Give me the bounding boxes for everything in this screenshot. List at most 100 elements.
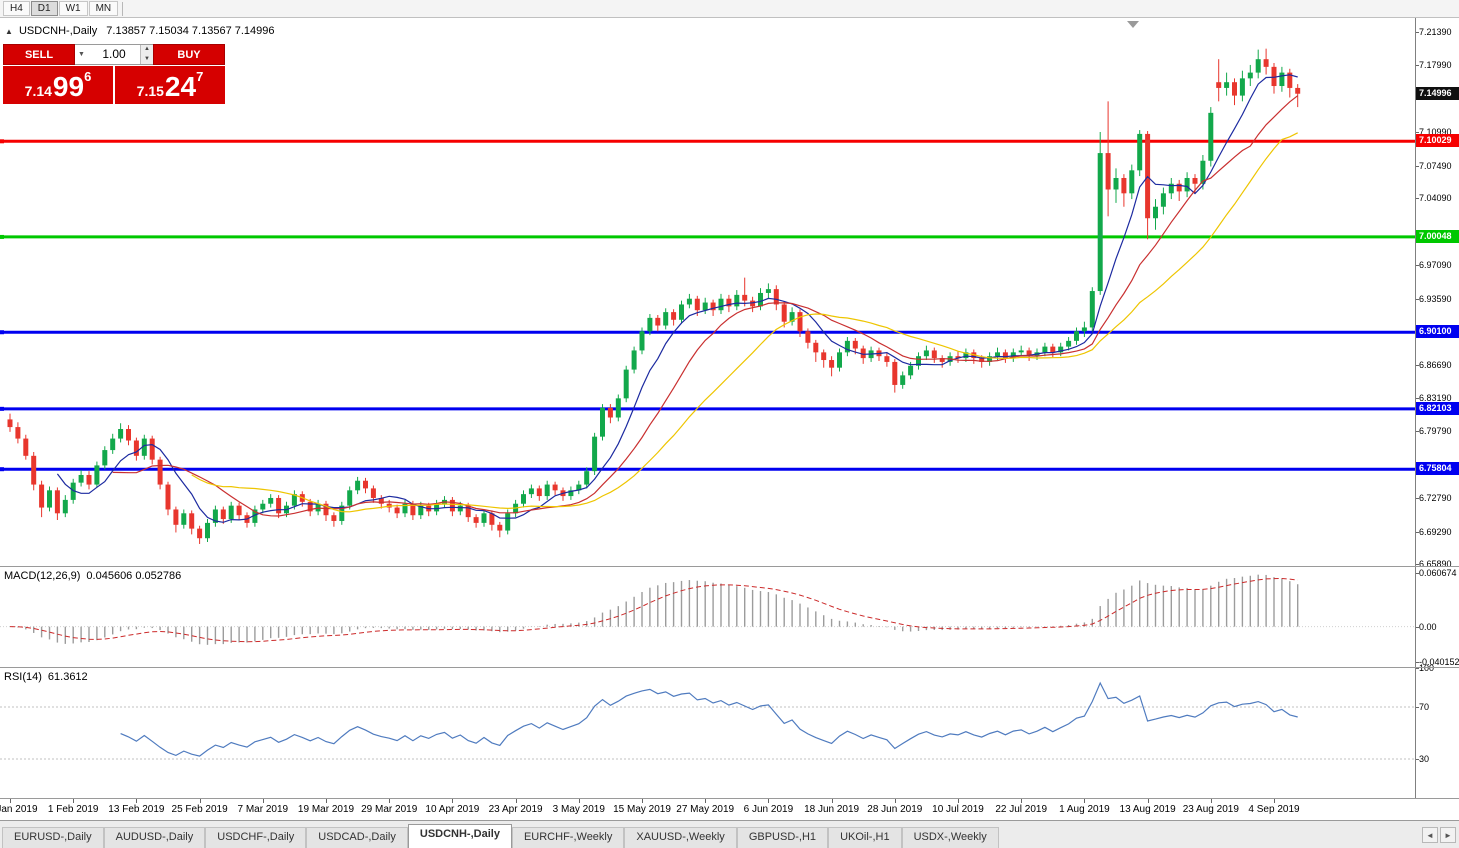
candle xyxy=(1295,87,1301,94)
candle xyxy=(1066,340,1072,347)
candle xyxy=(165,484,171,510)
date-tick xyxy=(578,799,580,803)
time-scale-axis[interactable]: 22 Jan 2019 1 Feb 2019 13 Feb 2019 25 Feb 2… xyxy=(0,798,1415,820)
tab-scroll-left-button[interactable]: ◄ xyxy=(1422,827,1438,843)
candle xyxy=(370,488,376,498)
chart-tab-usdcnhdaily[interactable]: USDCNH-,Daily xyxy=(407,824,512,848)
candle xyxy=(54,490,60,514)
chart-tab-eurusddaily[interactable]: EURUSD-,Daily xyxy=(2,827,104,848)
candle xyxy=(908,365,914,376)
candle xyxy=(576,484,582,491)
candle xyxy=(363,480,368,489)
date-label: 19 Mar 2019 xyxy=(297,804,355,815)
chart-tab-usdchfdaily[interactable]: USDCHF-,Daily xyxy=(205,827,307,848)
chart-tab-audusddaily[interactable]: AUDUSD-,Daily xyxy=(103,827,206,848)
price-tick-label: 6.86690 xyxy=(1419,359,1452,370)
chart-tab-eurchfweekly[interactable]: EURCHF-,Weekly xyxy=(511,827,625,848)
candle xyxy=(1129,170,1135,194)
candle xyxy=(181,513,187,525)
price-tick-label: 7.10990 xyxy=(1419,127,1452,138)
panel-separator[interactable] xyxy=(0,566,1459,567)
candle xyxy=(765,289,771,293)
axis-tick xyxy=(1416,531,1419,533)
tab-scroll-right-button[interactable]: ► xyxy=(1440,827,1456,843)
sell-button[interactable]: SELL xyxy=(3,44,75,65)
chart-tab-xauusdweekly[interactable]: XAUUSD-,Weekly xyxy=(624,827,737,848)
candle xyxy=(1184,177,1190,192)
date-label: 1 Feb 2019 xyxy=(47,804,99,815)
candle xyxy=(647,317,653,332)
timeframe-button-h4[interactable]: H4 xyxy=(3,1,30,16)
macd-indicator-canvas[interactable] xyxy=(0,567,1415,667)
candle xyxy=(1026,350,1032,357)
chart-tab-usdxweekly[interactable]: USDX-,Weekly xyxy=(901,827,999,848)
candle xyxy=(410,503,416,516)
macd-values: 0.045606 0.052786 xyxy=(86,570,182,582)
trade-panel-toggle-icon[interactable]: ▲ xyxy=(5,27,13,36)
candle xyxy=(615,398,621,418)
date-tick xyxy=(1210,799,1212,803)
candle xyxy=(536,488,542,497)
blue-line-price-marker-1: 6.90100 xyxy=(1416,325,1459,339)
candle xyxy=(679,304,684,320)
chart-tab-gbpusdh1[interactable]: GBPUSD-,H1 xyxy=(736,827,829,848)
volume-input[interactable]: ▼ 1.00 ▲ ▼ xyxy=(75,44,153,65)
line-anchor xyxy=(0,467,4,472)
panel-separator[interactable] xyxy=(0,667,1459,668)
timeframe-button-d1[interactable]: D1 xyxy=(30,1,58,16)
price-tick-label: 6.65890 xyxy=(1419,559,1452,570)
date-label: 10 Jul 2019 xyxy=(932,804,984,815)
axis-tick xyxy=(1416,707,1419,708)
candle xyxy=(860,348,866,359)
candle xyxy=(1200,160,1206,184)
candle xyxy=(307,501,313,512)
axis-tick xyxy=(1416,398,1419,400)
candle xyxy=(173,509,179,525)
date-label: 15 May 2019 xyxy=(613,804,671,815)
volume-value[interactable]: 1.00 xyxy=(102,47,126,61)
chart-tab-ukoilh1[interactable]: UKOil-,H1 xyxy=(828,827,902,848)
rsi-indicator-canvas[interactable] xyxy=(0,668,1415,798)
rsi-axis-label: 30 xyxy=(1419,754,1430,764)
price-chart-canvas[interactable] xyxy=(0,18,1415,566)
candle xyxy=(686,298,692,305)
volume-decrease-button[interactable]: ▼ xyxy=(141,54,153,64)
timeframe-button-mn[interactable]: MN xyxy=(88,1,119,16)
price-tick-label: 6.79790 xyxy=(1419,426,1452,436)
trade-prices-row: 7.14 99 6 7.15 24 7 xyxy=(3,66,225,104)
candle xyxy=(718,298,724,311)
volume-increase-button[interactable]: ▲ xyxy=(141,45,153,55)
date-tick xyxy=(389,799,391,803)
sell-price-display[interactable]: 7.14 99 6 xyxy=(3,66,113,104)
candle xyxy=(742,294,748,301)
candle xyxy=(623,369,629,399)
timeframe-button-w1[interactable]: W1 xyxy=(58,1,88,16)
candle xyxy=(931,350,937,359)
candle xyxy=(149,438,155,460)
timeframe-toolbar: H4 D1 W1 MN xyxy=(0,0,1459,18)
candle xyxy=(291,494,297,506)
candle xyxy=(236,505,242,516)
volume-dropdown-icon[interactable]: ▼ xyxy=(78,51,85,58)
candle xyxy=(189,513,195,529)
date-tick xyxy=(642,799,643,803)
candle xyxy=(252,509,258,523)
candle xyxy=(1160,193,1166,207)
price-scale-axis[interactable]: 7.21390 7.17990 7.10990 7.07490 7.04090 6.970… xyxy=(1415,18,1459,798)
candle xyxy=(1002,352,1008,359)
axis-tick xyxy=(1416,265,1419,267)
moving-average-line-14 xyxy=(112,95,1299,517)
axis-tick xyxy=(1416,165,1419,167)
red-line-price-marker: 7.10029 xyxy=(1416,134,1459,148)
timeframe-buttons: H4 D1 W1 MN xyxy=(3,1,119,16)
candle xyxy=(1232,82,1237,96)
chart-tab-usdcaddaily[interactable]: USDCAD-,Daily xyxy=(306,827,408,848)
buy-price-display[interactable]: 7.15 24 7 xyxy=(115,66,225,104)
candle xyxy=(607,407,613,418)
date-tick xyxy=(831,799,833,803)
buy-button[interactable]: BUY xyxy=(153,44,225,65)
macd-axis-label: 0.060674 xyxy=(1419,568,1457,579)
axis-tick xyxy=(1416,32,1419,34)
buy-price-point: 7 xyxy=(196,69,204,84)
